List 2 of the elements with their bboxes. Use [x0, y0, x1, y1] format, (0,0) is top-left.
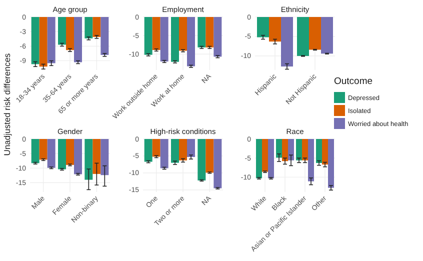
legend-title: Outcome: [334, 76, 373, 87]
y-axis-title: Unadjusted risk differences: [2, 53, 12, 156]
